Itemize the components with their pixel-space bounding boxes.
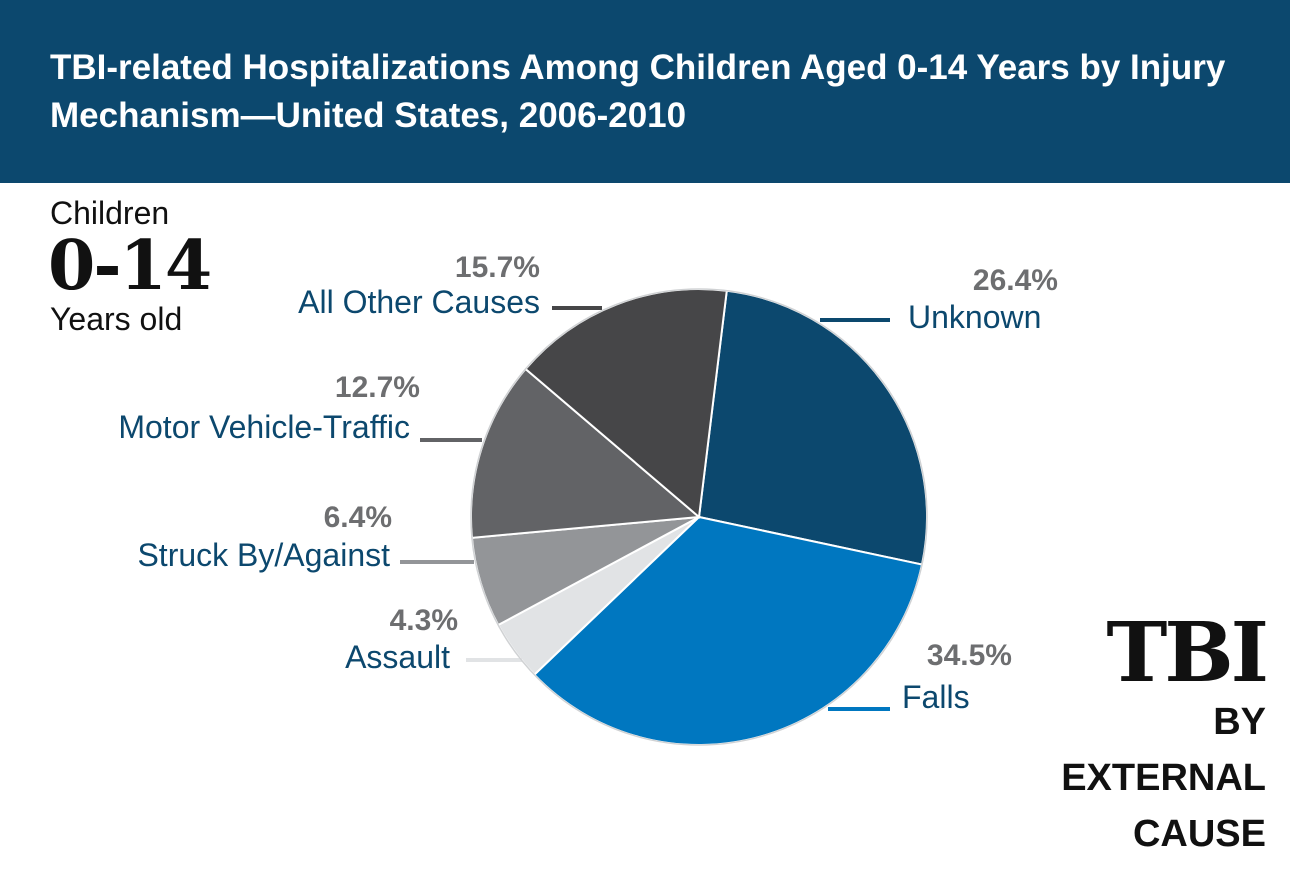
badge-cause: CAUSE: [1132, 813, 1266, 855]
slice-percent: 6.4%: [323, 501, 392, 534]
title-banner: TBI-related Hospitalizations Among Child…: [0, 0, 1290, 183]
badge-external: EXTERNAL: [1061, 757, 1266, 799]
slice-percent: 12.7%: [334, 371, 420, 404]
slice-label: Struck By/Against: [137, 537, 390, 573]
badge-by: BY: [1213, 701, 1266, 743]
slice-label: Motor Vehicle-Traffic: [118, 409, 410, 445]
age-range: 0-14: [48, 226, 212, 306]
slice-percent: 4.3%: [389, 604, 458, 637]
chart-title: TBI-related Hospitalizations Among Child…: [50, 48, 1226, 135]
slice-percent: 26.4%: [972, 264, 1058, 297]
pie-outline: [470, 288, 928, 746]
slice-label: Falls: [902, 679, 970, 715]
slice-label: All Other Causes: [298, 284, 540, 320]
slice-percent: 15.7%: [454, 251, 540, 284]
age-label-bottom: Years old: [50, 301, 183, 337]
slice-label: Assault: [345, 639, 450, 675]
slice-label: Unknown: [908, 299, 1042, 335]
badge-tbi: TBI: [1106, 605, 1269, 701]
slice-percent: 34.5%: [926, 639, 1012, 672]
age-label-top: Children: [50, 195, 170, 231]
